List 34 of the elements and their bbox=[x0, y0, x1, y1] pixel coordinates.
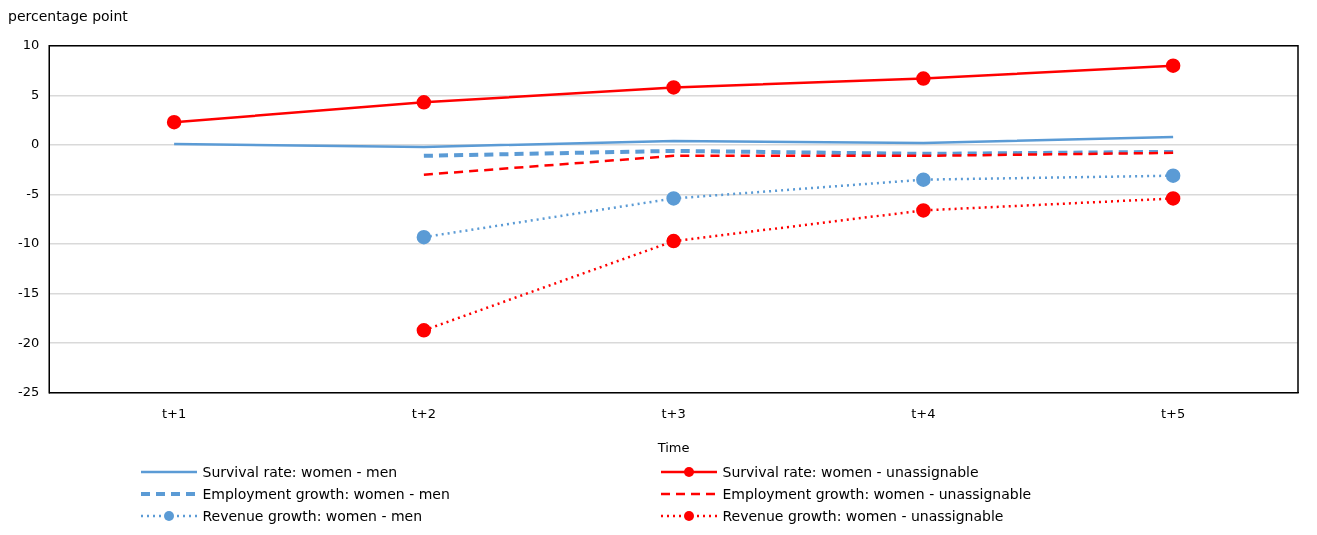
legend-label: Revenue growth: women - men bbox=[202, 508, 423, 524]
y-axis-title: percentage point bbox=[8, 8, 129, 26]
legend-label: Employment growth: women - men bbox=[202, 486, 450, 502]
point bbox=[666, 191, 681, 206]
x-tick-label: t+3 bbox=[661, 405, 686, 421]
x-tick-label: t+2 bbox=[411, 405, 436, 421]
y-tick-label: 5 bbox=[30, 86, 40, 102]
legend-label: Revenue growth: women - unassignable bbox=[722, 508, 1004, 524]
x-tick-label: t+1 bbox=[161, 405, 187, 421]
y-tick-label: -10 bbox=[18, 235, 40, 251]
y-tick-label: -25 bbox=[18, 384, 40, 400]
point bbox=[416, 323, 432, 338]
x-tick-label: t+5 bbox=[1160, 405, 1186, 421]
point bbox=[1165, 191, 1181, 206]
point bbox=[1165, 168, 1181, 183]
point bbox=[666, 80, 681, 95]
point bbox=[416, 229, 432, 245]
y-tick-label: -20 bbox=[18, 334, 40, 350]
point bbox=[916, 203, 931, 218]
point bbox=[166, 114, 182, 130]
legend-label: Employment growth: women - unassignable bbox=[722, 486, 1032, 502]
point bbox=[666, 233, 681, 249]
legend-label: Survival rate: women - men bbox=[202, 464, 398, 480]
legend-label: Survival rate: women - unassignable bbox=[722, 464, 979, 480]
point bbox=[916, 172, 931, 187]
point bbox=[916, 71, 931, 86]
point bbox=[1165, 58, 1181, 73]
y-tick-label: 0 bbox=[30, 136, 40, 152]
y-tick-label: -15 bbox=[18, 285, 40, 301]
x-axis-title: Time bbox=[656, 439, 690, 455]
y-tick-label: 10 bbox=[22, 37, 40, 53]
x-tick-label: t+4 bbox=[911, 405, 936, 421]
point bbox=[416, 95, 432, 110]
y-tick-label: -5 bbox=[26, 185, 40, 201]
